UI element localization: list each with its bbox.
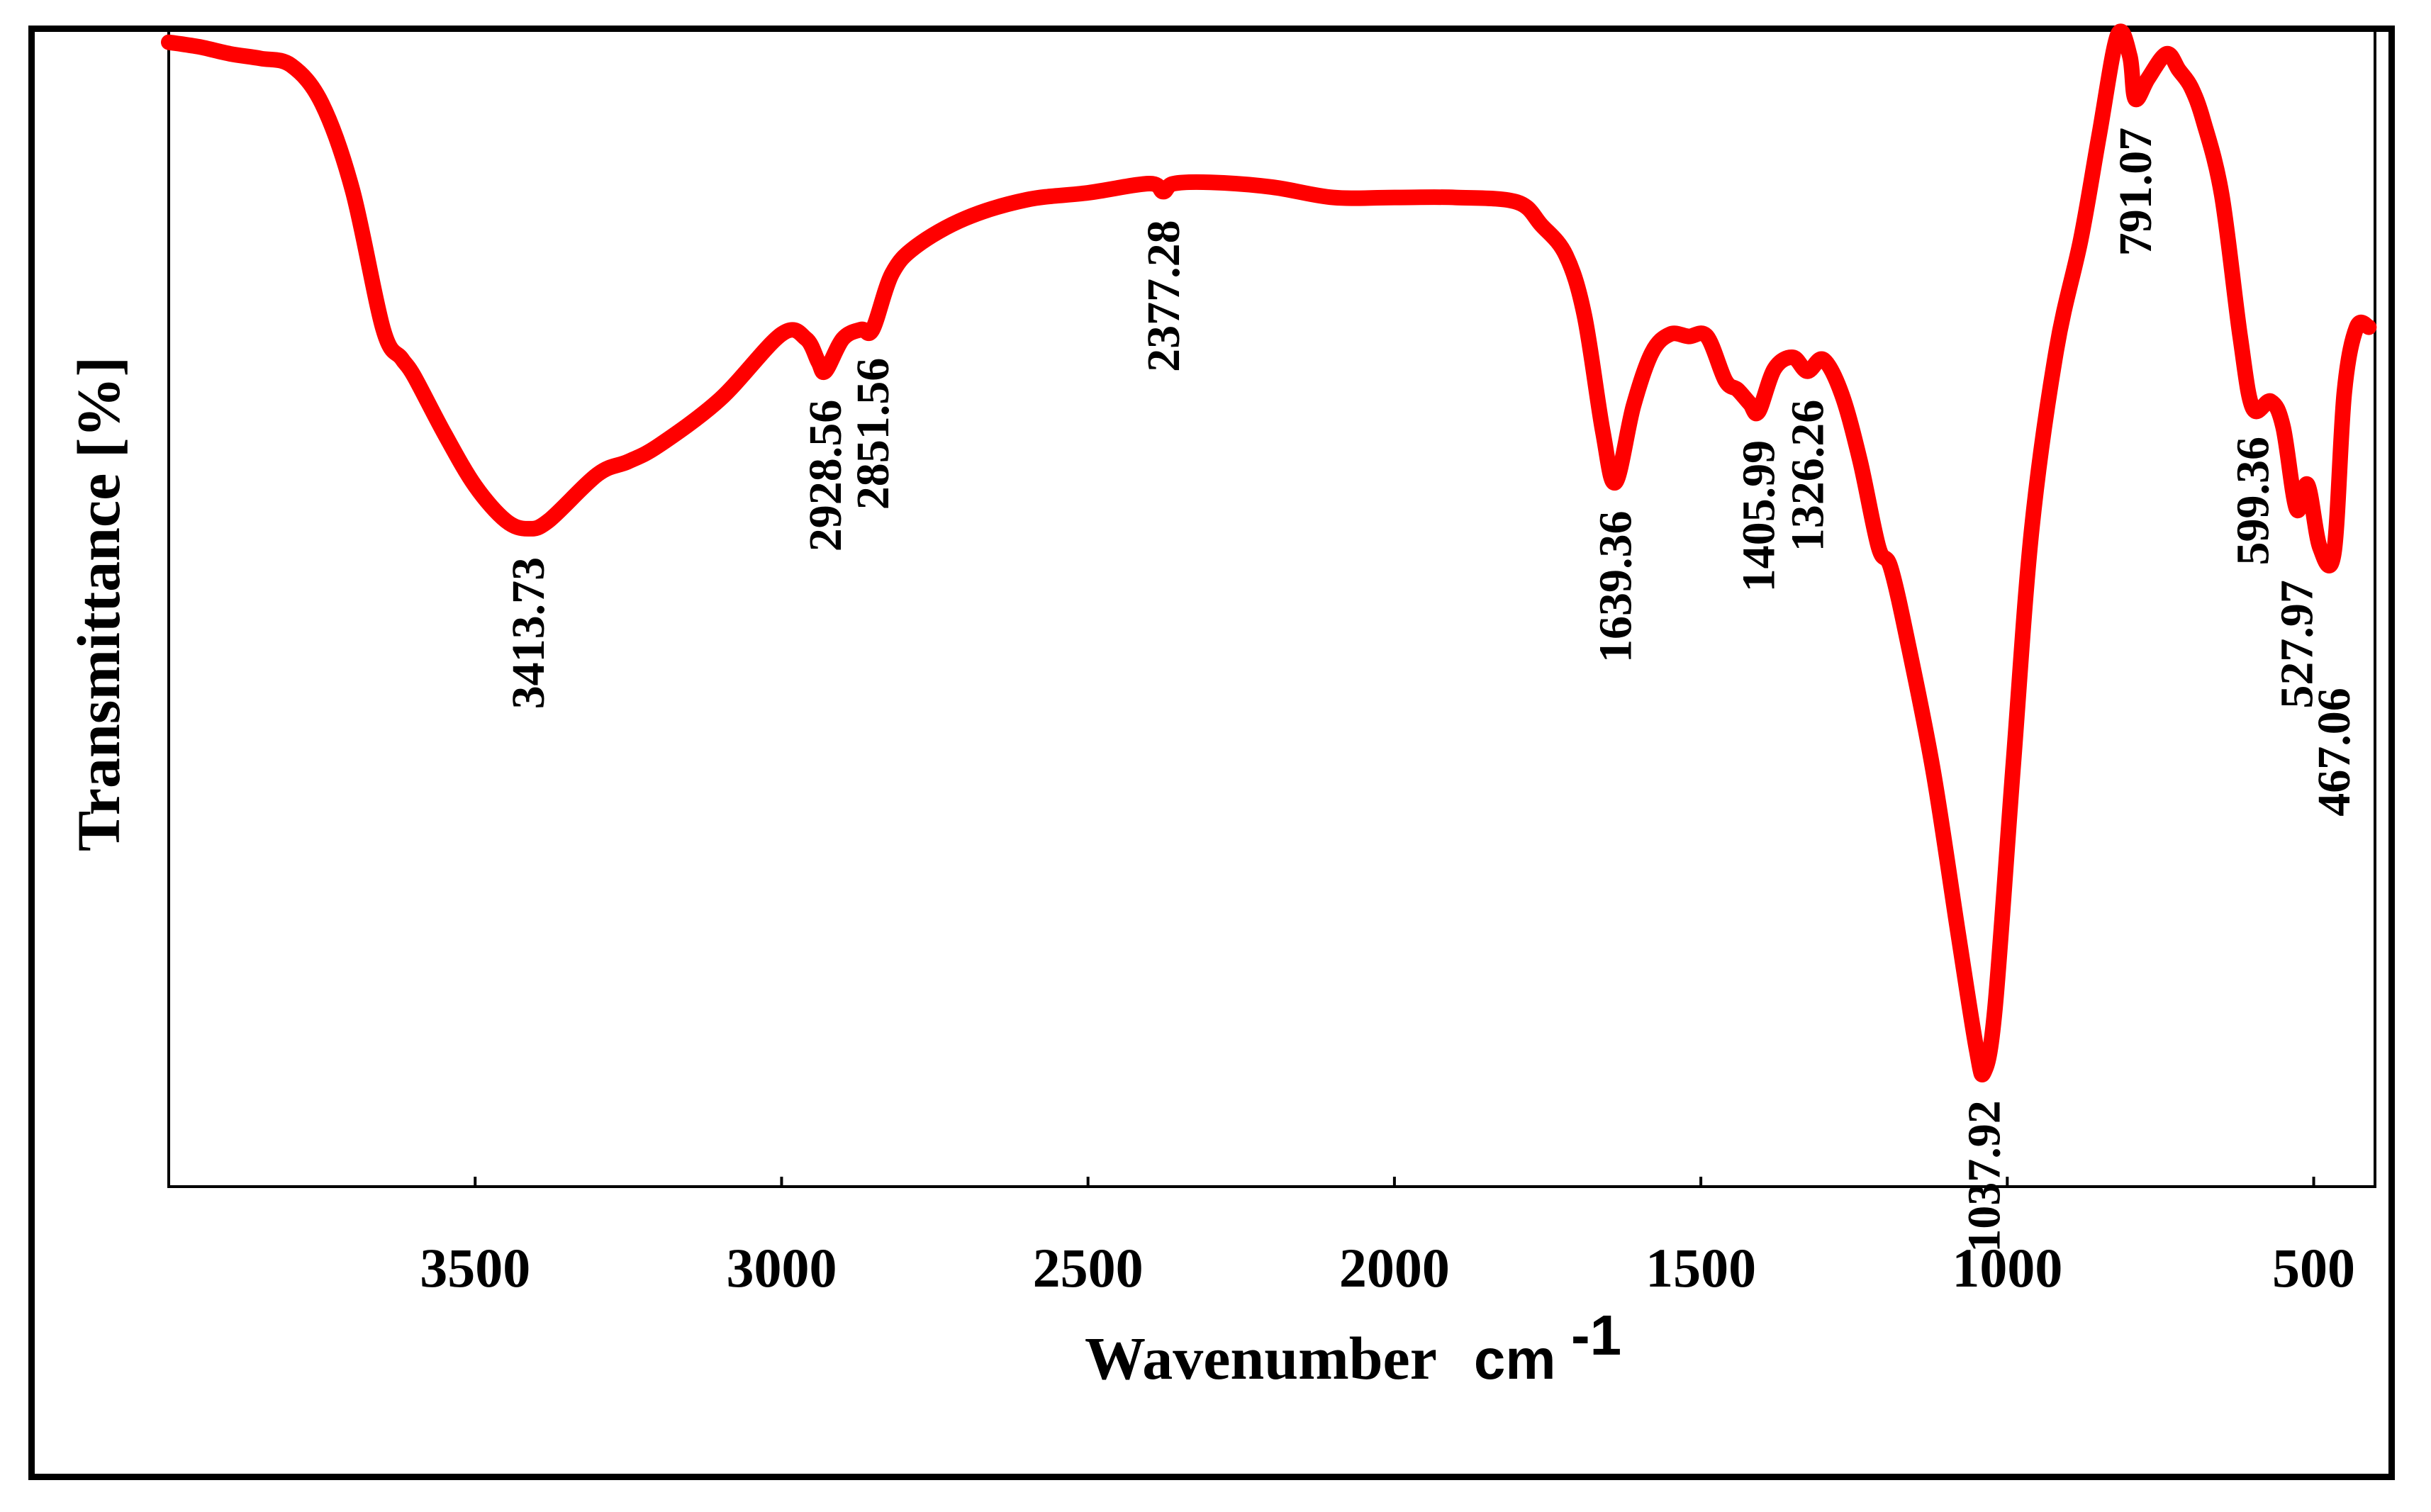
peak-label: 2377.28 [1138,220,1190,372]
spectrum-line [161,23,2377,1083]
peak-label: 1639.36 [1590,511,1642,663]
x-tick-label: 1000 [1952,1237,2062,1299]
peak-label: 1037.92 [1959,1100,2011,1253]
plot-area [167,27,2376,1188]
x-axis-unit: cm [1474,1328,1556,1391]
y-axis-title: Transmittance [%] [65,357,133,851]
peak-label: 1405.99 [1733,440,1784,593]
peak-label: 527.97 [2271,580,2323,709]
x-tick-label: 1500 [1645,1237,1756,1299]
x-axis-title: Wavenumber cm -1 [1085,1304,1621,1392]
x-tick-label: 3000 [726,1237,837,1299]
x-tick-label: 2500 [1033,1237,1144,1299]
peak-label: 1326.26 [1782,400,1833,552]
peak-label: 2851.56 [847,358,899,510]
peak-label: 467.06 [2308,688,2360,816]
x-axis-title-text: Wavenumber [1085,1324,1436,1392]
peak-label: 599.36 [2228,437,2279,566]
x-tick-label: 2000 [1339,1237,1450,1299]
x-axis-unit-exponent: -1 [1571,1304,1621,1367]
peak-label: 3413.73 [503,557,554,710]
peak-label: 791.07 [2110,128,2162,257]
x-tick-label: 500 [2272,1237,2355,1299]
x-tick-label: 3500 [420,1237,530,1299]
x-ticks: 3500 3000 2500 2000 1500 1000 500 [420,1177,2355,1299]
peak-label: 2928.56 [800,400,851,552]
